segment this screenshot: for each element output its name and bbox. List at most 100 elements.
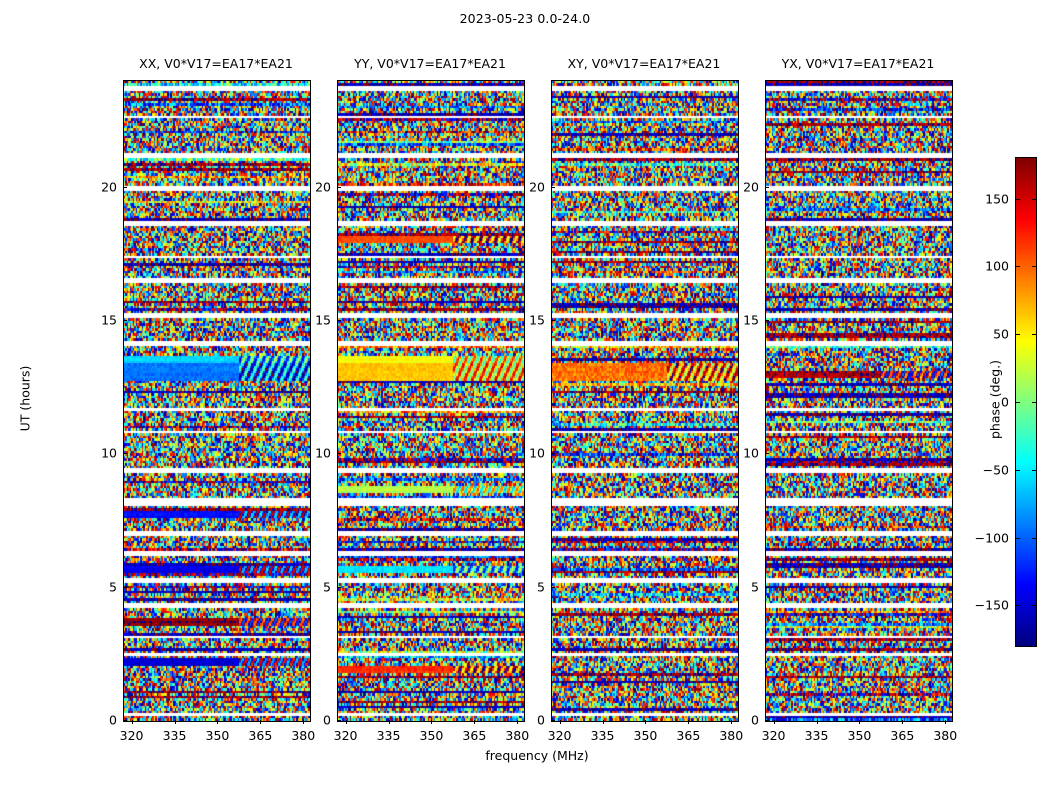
y-tick-label: 15 bbox=[101, 312, 117, 328]
x-tick-label: 335 bbox=[376, 728, 401, 743]
waterfall-image-xy bbox=[552, 81, 738, 721]
colorbar-tick-mark bbox=[1016, 538, 1020, 539]
x-tick-mark bbox=[817, 720, 818, 724]
y-tick-label: 0 bbox=[323, 712, 331, 728]
x-tick-mark bbox=[731, 720, 732, 724]
y-tick-label: 5 bbox=[109, 579, 117, 595]
colorbar-tick-mark bbox=[1016, 334, 1020, 335]
x-tick-label: 335 bbox=[162, 728, 187, 743]
y-tick-label: 10 bbox=[315, 445, 331, 461]
colorbar-tick-mark bbox=[1032, 199, 1036, 200]
y-tick-mark bbox=[123, 720, 127, 721]
x-tick-mark bbox=[688, 720, 689, 724]
x-tick-label: 380 bbox=[719, 728, 744, 743]
colorbar-tick-mark bbox=[1032, 605, 1036, 606]
y-axis-label: UT (hours) bbox=[17, 365, 33, 432]
x-tick-label: 365 bbox=[890, 728, 915, 743]
y-tick-label: 5 bbox=[537, 579, 545, 595]
colorbar-tick-mark bbox=[1016, 470, 1020, 471]
y-tick-mark bbox=[337, 453, 341, 454]
panel-xx bbox=[123, 80, 311, 722]
y-tick-mark bbox=[765, 720, 769, 721]
x-tick-mark bbox=[260, 720, 261, 724]
figure-suptitle: 2023-05-23 0.0-24.0 bbox=[459, 11, 591, 26]
x-axis-label: frequency (MHz) bbox=[485, 748, 589, 763]
x-tick-mark bbox=[389, 720, 390, 724]
colorbar-tick-mark bbox=[1016, 199, 1020, 200]
colorbar-tick-label: 100 bbox=[985, 258, 1009, 274]
colorbar-axis-label: phase (deg.) bbox=[987, 360, 1003, 439]
colorbar-tick-mark bbox=[1016, 605, 1020, 606]
x-tick-label: 380 bbox=[933, 728, 958, 743]
y-tick-mark bbox=[123, 587, 127, 588]
x-tick-mark bbox=[560, 720, 561, 724]
x-tick-label: 350 bbox=[205, 728, 230, 743]
x-tick-label: 365 bbox=[248, 728, 273, 743]
x-tick-label: 335 bbox=[590, 728, 615, 743]
y-tick-mark bbox=[551, 453, 555, 454]
y-tick-mark bbox=[551, 720, 555, 721]
y-tick-label: 20 bbox=[101, 179, 117, 195]
panel-title-xx: XX, V0*V17=EA17*EA21 bbox=[139, 56, 293, 71]
y-tick-label: 15 bbox=[743, 312, 759, 328]
y-tick-label: 5 bbox=[323, 579, 331, 595]
y-tick-mark bbox=[765, 320, 769, 321]
y-tick-mark bbox=[123, 453, 127, 454]
colorbar-tick-mark bbox=[1032, 334, 1036, 335]
y-tick-mark bbox=[337, 320, 341, 321]
y-tick-label: 0 bbox=[537, 712, 545, 728]
colorbar-tick-label: −100 bbox=[974, 530, 1009, 546]
colorbar-tick-mark bbox=[1032, 266, 1036, 267]
x-tick-mark bbox=[217, 720, 218, 724]
x-tick-mark bbox=[303, 720, 304, 724]
panel-title-xy: XY, V0*V17=EA17*EA21 bbox=[567, 56, 721, 71]
x-tick-label: 320 bbox=[547, 728, 572, 743]
y-tick-label: 20 bbox=[743, 179, 759, 195]
panel-yy bbox=[337, 80, 525, 722]
panel-title-yy: YY, V0*V17=EA17*EA21 bbox=[354, 56, 506, 71]
colorbar-tick-mark bbox=[1032, 470, 1036, 471]
x-tick-mark bbox=[645, 720, 646, 724]
x-tick-mark bbox=[346, 720, 347, 724]
colorbar-tick-label: 150 bbox=[985, 191, 1009, 207]
colorbar-tick-mark bbox=[1032, 538, 1036, 539]
y-tick-mark bbox=[123, 187, 127, 188]
waterfall-image-xx bbox=[124, 81, 310, 721]
y-tick-label: 10 bbox=[101, 445, 117, 461]
x-tick-label: 350 bbox=[419, 728, 444, 743]
colorbar-tick-label: −150 bbox=[974, 597, 1009, 613]
x-tick-mark bbox=[132, 720, 133, 724]
y-tick-label: 20 bbox=[529, 179, 545, 195]
waterfall-image-yx bbox=[766, 81, 952, 721]
x-tick-mark bbox=[431, 720, 432, 724]
y-tick-label: 15 bbox=[315, 312, 331, 328]
waterfall-image-yy bbox=[338, 81, 524, 721]
y-tick-label: 15 bbox=[529, 312, 545, 328]
x-tick-label: 320 bbox=[119, 728, 144, 743]
x-tick-label: 365 bbox=[462, 728, 487, 743]
y-tick-mark bbox=[765, 587, 769, 588]
x-tick-mark bbox=[603, 720, 604, 724]
x-tick-label: 380 bbox=[291, 728, 316, 743]
y-tick-mark bbox=[337, 720, 341, 721]
y-tick-label: 10 bbox=[529, 445, 545, 461]
colorbar-tick-label: 50 bbox=[993, 326, 1009, 342]
y-tick-label: 0 bbox=[109, 712, 117, 728]
colorbar-tick-mark bbox=[1016, 402, 1020, 403]
y-tick-mark bbox=[765, 453, 769, 454]
x-tick-label: 335 bbox=[804, 728, 829, 743]
colorbar-tick-label: −50 bbox=[982, 462, 1009, 478]
x-tick-mark bbox=[774, 720, 775, 724]
colorbar-tick-label: 0 bbox=[1001, 394, 1009, 410]
y-tick-mark bbox=[551, 587, 555, 588]
x-tick-mark bbox=[517, 720, 518, 724]
y-tick-mark bbox=[551, 320, 555, 321]
colorbar bbox=[1015, 157, 1037, 647]
y-tick-label: 5 bbox=[751, 579, 759, 595]
y-tick-mark bbox=[765, 187, 769, 188]
x-tick-mark bbox=[175, 720, 176, 724]
colorbar-gradient bbox=[1015, 157, 1037, 647]
colorbar-tick-mark bbox=[1032, 402, 1036, 403]
x-tick-label: 320 bbox=[761, 728, 786, 743]
